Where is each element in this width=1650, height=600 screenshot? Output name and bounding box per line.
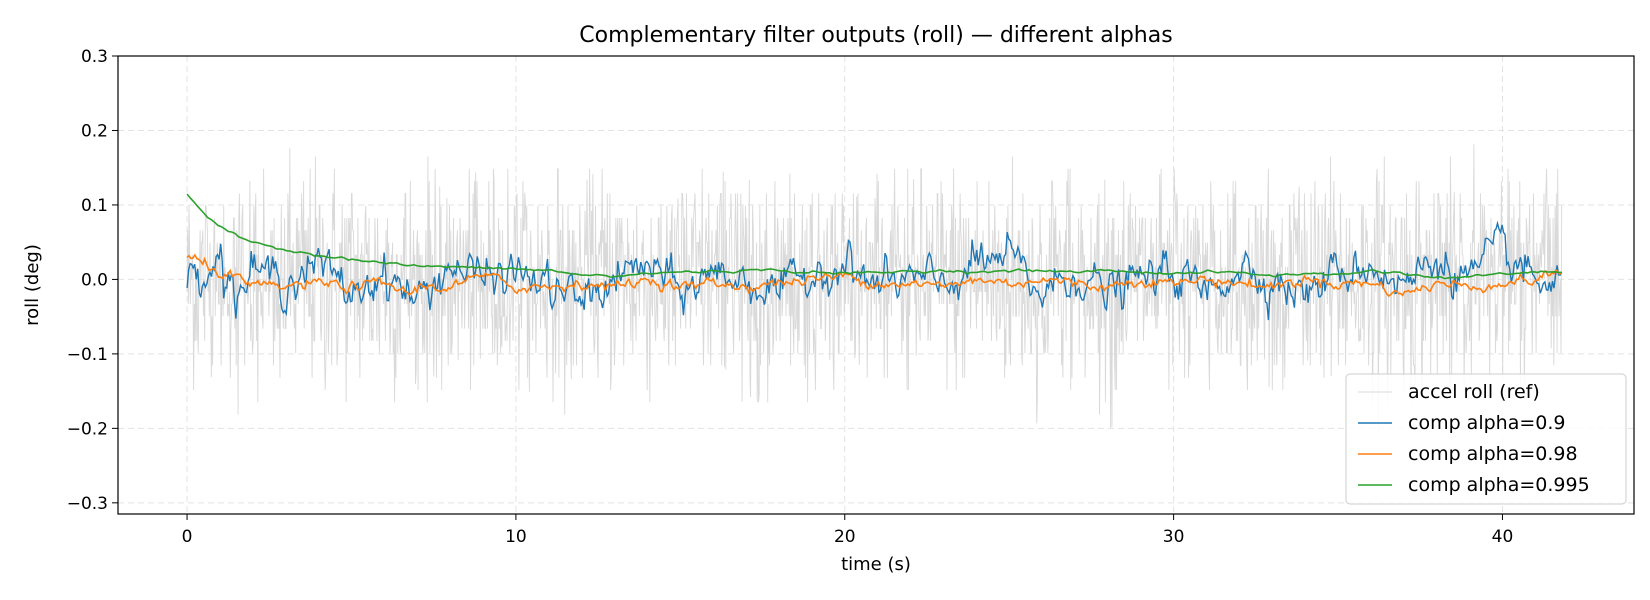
series-line-comp-alpha-0.9 xyxy=(186,220,1563,321)
y-tick-label: 0.1 xyxy=(81,196,108,216)
series-layer xyxy=(186,144,1563,429)
x-tick-label: 20 xyxy=(834,527,856,547)
legend-box xyxy=(1345,373,1627,505)
series-line-comp-alpha-0.995 xyxy=(186,193,1562,280)
chart-title: Complementary filter outputs (roll) — di… xyxy=(579,23,1172,48)
x-tick-label: 30 xyxy=(1163,527,1185,547)
x-axis-label: time (s) xyxy=(841,554,911,575)
y-tick-label: 0.3 xyxy=(81,47,108,67)
y-tick-label: 0.2 xyxy=(81,121,108,141)
y-tick-label: −0.3 xyxy=(67,494,108,514)
legend-label: comp alpha=0.995 xyxy=(1408,474,1590,496)
plot-frame xyxy=(117,55,1635,515)
y-tick-label: 0.0 xyxy=(81,270,108,290)
tick-layer: 0 10 20 30 40 0.3 0.2 0.1 0.0 −0.1 −0.2 −0.3 xyxy=(67,47,1514,547)
y-tick-label: −0.2 xyxy=(67,419,108,439)
y-axis-label: roll (deg) xyxy=(22,244,43,326)
legend-label: accel roll (ref) xyxy=(1408,381,1540,403)
legend-label: comp alpha=0.98 xyxy=(1408,443,1578,465)
series-line-comp-alpha-0.98 xyxy=(186,253,1563,298)
x-tick-label: 0 xyxy=(182,527,193,547)
x-tick-label: 10 xyxy=(505,527,527,547)
y-tick-label: −0.1 xyxy=(67,345,108,365)
series-line-accel-roll-ref xyxy=(186,144,1563,429)
legend: accel roll (ref) comp alpha=0.9 comp alpha… xyxy=(1345,373,1627,505)
x-tick-label: 40 xyxy=(1492,527,1514,547)
legend-label: comp alpha=0.9 xyxy=(1408,412,1565,434)
